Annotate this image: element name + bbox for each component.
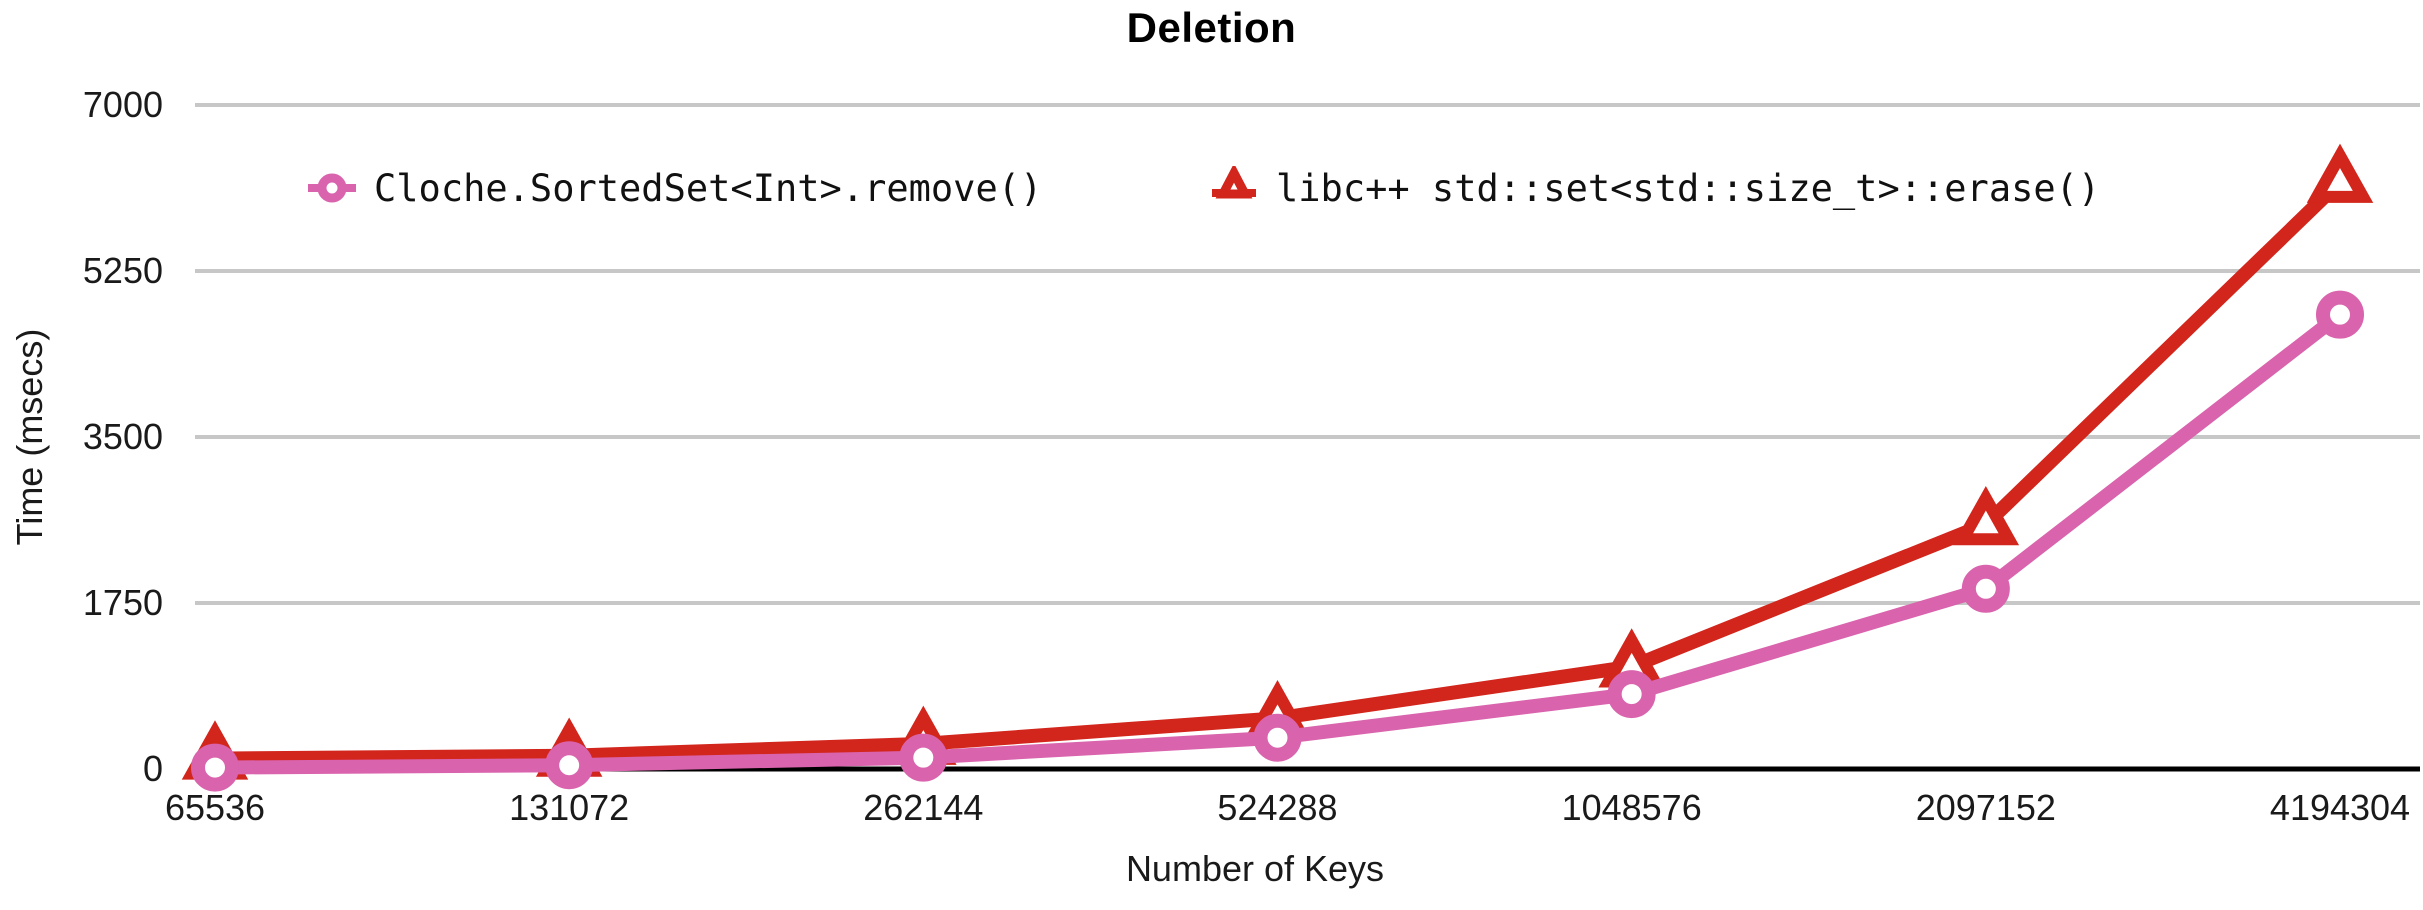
- data-point-ring: [545, 741, 594, 790]
- data-point-ring: [1607, 670, 1656, 719]
- triangle-marker-icon: [1208, 166, 1260, 210]
- x-tick-label: 65536: [164, 787, 266, 828]
- y-tick-label: 1750: [82, 582, 163, 623]
- legend-label: libc++ std::set<std::size_t>::erase(): [1276, 166, 2101, 210]
- data-point-ring: [899, 733, 948, 782]
- ring-marker-icon: [306, 166, 358, 210]
- series-line: [214, 176, 2345, 766]
- data-point-ring: [2316, 290, 2364, 339]
- legend-label: Cloche.SortedSet<Int>.remove(): [374, 166, 1043, 210]
- y-tick-label: 7000: [82, 84, 163, 125]
- x-tick-label: 262144: [863, 787, 984, 828]
- y-tick-label: 0: [142, 748, 163, 789]
- data-point-ring: [1253, 713, 1302, 762]
- data-point-ring: [1961, 564, 2010, 613]
- y-tick-label: 5250: [82, 250, 163, 291]
- legend-item-stdset: libc++ std::set<std::size_t>::erase(): [1208, 163, 2100, 213]
- x-tick-label: 524288: [1217, 787, 1338, 828]
- x-tick-label: 131072: [509, 787, 630, 828]
- x-axis-title: Number of Keys: [1125, 848, 1385, 889]
- data-point-triangle: [2306, 143, 2374, 203]
- data-point-triangle: [1952, 486, 2020, 546]
- x-tick-label: 4194304: [2269, 787, 2411, 828]
- data-point-ring: [191, 743, 239, 792]
- chart-title: Deletion: [1126, 4, 1297, 51]
- y-tick-label: 3500: [82, 416, 163, 457]
- x-tick-label: 1048576: [1561, 787, 1702, 828]
- legend: Cloche.SortedSet<Int>.remove() libc++ st…: [0, 163, 2423, 213]
- legend-item-sortedset: Cloche.SortedSet<Int>.remove(): [306, 163, 1042, 213]
- x-tick-label: 2097152: [1915, 787, 2056, 828]
